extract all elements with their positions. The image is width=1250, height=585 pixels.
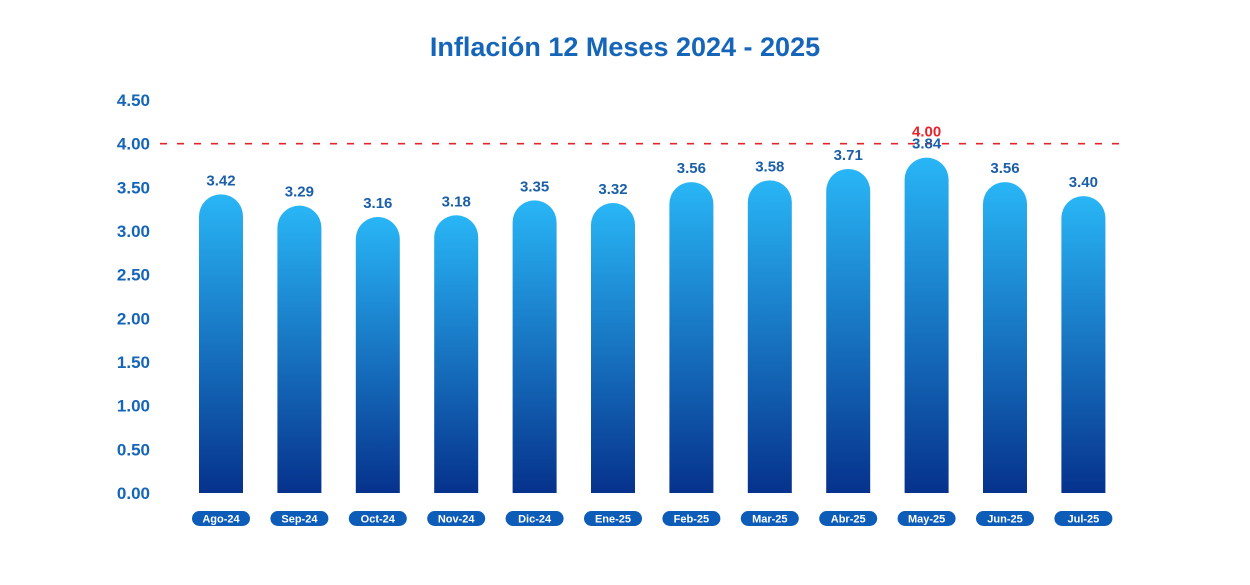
bar-jun-25	[983, 182, 1027, 494]
x-tick-pill	[270, 511, 329, 526]
x-tick-pill	[819, 511, 878, 526]
value-label: 3.35	[520, 178, 549, 195]
x-tick-pill	[976, 511, 1034, 526]
x-tick-pill	[897, 511, 956, 526]
bar-feb-25	[669, 182, 714, 494]
x-tick-pill	[584, 511, 642, 526]
bar-jul-25	[1061, 196, 1106, 493]
y-tick-label: 2.50	[117, 266, 150, 285]
value-label: 3.29	[285, 184, 314, 201]
y-tick-label: 3.00	[117, 222, 150, 241]
y-tick-label: 1.50	[117, 353, 150, 372]
x-tick-label: Mar-25	[752, 514, 787, 526]
y-tick-label: 1.00	[117, 397, 150, 416]
x-tick-label: Ago-24	[202, 514, 240, 526]
x-tick-pill	[740, 511, 799, 526]
bars	[199, 157, 1106, 494]
value-label: 3.18	[442, 193, 471, 210]
reference-line-label: 4.00	[912, 124, 941, 141]
value-label: 3.32	[598, 181, 627, 198]
x-tick-label: Oct-24	[361, 514, 396, 526]
x-tick-pill	[1054, 511, 1113, 526]
x-tick-label: Sep-24	[281, 514, 318, 526]
y-tick-label: 2.00	[117, 309, 150, 328]
x-tick-label: Feb-25	[674, 514, 709, 526]
y-tick-label: 0.50	[117, 440, 150, 459]
y-axis: 0.00 0.50 1.00 1.50 2.00 2.50 3.00 3.50 4.00 4.50	[117, 91, 150, 503]
y-tick-label: 4.50	[117, 91, 150, 110]
x-tick-label: May-25	[908, 514, 945, 526]
x-tick-pill	[192, 511, 250, 526]
bar-may-25	[904, 157, 949, 493]
bar-sep-24	[277, 205, 322, 493]
x-tick-pill	[662, 511, 721, 526]
x-tick-label: Jun-25	[987, 514, 1022, 526]
value-label: 3.56	[677, 160, 706, 177]
value-label: 3.71	[834, 147, 863, 164]
x-axis: Ago-24 Sep-24 Oct-24 Nov-24 Dic-24 Ene-25 Feb-…	[192, 511, 1113, 526]
value-label: 3.58	[755, 158, 784, 175]
value-label: 3.56	[990, 160, 1019, 177]
x-tick-pill	[348, 511, 407, 526]
bar-oct-24	[355, 217, 400, 493]
reference-line-group: 4.00	[160, 124, 1125, 145]
value-label: 3.16	[363, 195, 392, 212]
bar-nov-24	[434, 215, 479, 493]
x-tick-label: Dic-24	[518, 514, 552, 526]
chart-title: Inflación 12 Meses 2024 - 2025	[430, 32, 820, 62]
bar-dic-24	[512, 200, 557, 493]
x-tick-pill	[505, 511, 564, 526]
x-tick-label: Ene-25	[595, 514, 631, 526]
y-tick-label: 0.00	[117, 484, 150, 503]
bar-ago-24	[199, 194, 243, 493]
value-labels: 3.42 3.29 3.16 3.18 3.35 3.32 3.56 3.58 3.71 3.84…	[206, 136, 1098, 212]
y-tick-label: 3.50	[117, 178, 150, 197]
bar-abr-25	[826, 168, 871, 493]
x-tick-label: Abr-25	[831, 514, 866, 526]
value-label: 3.84	[912, 136, 942, 153]
x-tick-label: Nov-24	[438, 514, 476, 526]
x-tick-label: Jul-25	[1068, 514, 1100, 526]
y-tick-label: 4.00	[117, 135, 150, 154]
value-label: 3.42	[206, 172, 235, 189]
value-label: 3.40	[1069, 174, 1098, 191]
x-tick-pill	[427, 511, 486, 526]
bar-mar-25	[747, 180, 792, 493]
bar-ene-25	[591, 203, 635, 493]
